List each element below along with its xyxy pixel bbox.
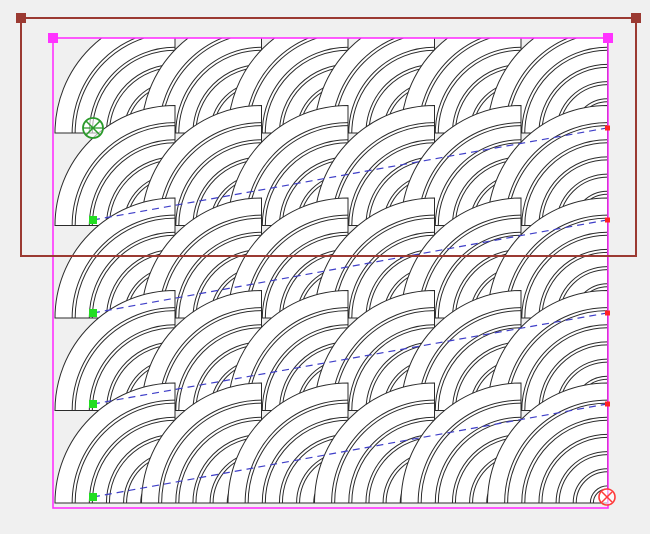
row-start-marker[interactable] [89, 309, 97, 317]
row-start-marker[interactable] [89, 400, 97, 408]
row-end-marker[interactable] [605, 125, 610, 131]
row-start-marker[interactable] [89, 216, 97, 224]
pattern-resize-handle[interactable] [48, 33, 58, 43]
end-point-crosshair-icon[interactable] [598, 488, 616, 506]
pattern-resize-handle[interactable] [603, 33, 613, 43]
row-end-marker[interactable] [605, 310, 610, 316]
clamshell-pattern [54, 38, 608, 504]
hoop-corner-handle[interactable] [16, 13, 26, 23]
row-markers[interactable] [89, 125, 610, 502]
row-guide-line [92, 312, 608, 405]
hoop-boundary[interactable] [20, 17, 637, 257]
row-guide-line [92, 403, 608, 498]
selection-handles[interactable] [16, 13, 641, 43]
start-point-crosshair-icon[interactable] [82, 117, 104, 139]
row-guide-line [92, 127, 608, 221]
pattern-bounding-box[interactable] [52, 37, 609, 509]
row-end-marker[interactable] [605, 401, 610, 407]
row-guide-line [92, 219, 608, 314]
clamshell [486, 382, 608, 504]
hoop-corner-handle[interactable] [631, 13, 641, 23]
row-guide-lines [92, 127, 608, 498]
row-end-marker[interactable] [605, 217, 610, 223]
clamshell [486, 104, 608, 226]
row-start-marker[interactable] [89, 493, 97, 501]
